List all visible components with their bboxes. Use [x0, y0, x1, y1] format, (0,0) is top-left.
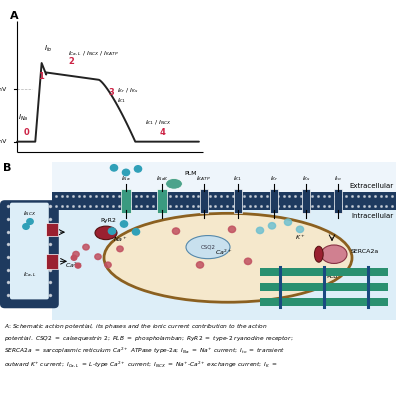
Text: $Ca^{2+}$: $Ca^{2+}$ [65, 260, 83, 270]
Bar [260, 268, 388, 276]
Bar [234, 189, 242, 213]
Bar [260, 283, 388, 291]
Text: $I_{Kr}$ / $I_{Ks}$: $I_{Kr}$ / $I_{Ks}$ [117, 86, 139, 95]
Ellipse shape [321, 245, 347, 264]
Circle shape [284, 219, 292, 226]
Circle shape [23, 224, 29, 229]
Text: $I_{Ca,L}$ / $I_{NCX}$ / $I_{KATP}$: $I_{Ca,L}$ / $I_{NCX}$ / $I_{KATP}$ [68, 50, 119, 58]
Text: $I_{Na}$: $I_{Na}$ [18, 113, 28, 123]
Text: $I_{K1}$: $I_{K1}$ [117, 96, 126, 106]
Bar [260, 298, 388, 306]
Bar [302, 189, 310, 213]
Text: A: A [10, 11, 18, 21]
Bar [121, 189, 131, 213]
Bar [46, 254, 58, 269]
Bar [52, 192, 396, 210]
Circle shape [268, 222, 276, 229]
Ellipse shape [104, 213, 352, 302]
Ellipse shape [95, 226, 117, 240]
Text: $I_{to}$: $I_{to}$ [334, 174, 342, 184]
Text: 2: 2 [69, 57, 74, 66]
Circle shape [172, 228, 180, 234]
Text: $I_{KATP}$: $I_{KATP}$ [196, 174, 212, 184]
Circle shape [110, 165, 118, 171]
Circle shape [228, 226, 236, 232]
Text: SERCA2a: SERCA2a [351, 249, 379, 254]
Circle shape [73, 251, 79, 257]
Text: Intracellular: Intracellular [352, 213, 394, 219]
Text: $I_{K1}$: $I_{K1}$ [234, 174, 242, 184]
Ellipse shape [314, 246, 323, 262]
Circle shape [108, 228, 116, 234]
Text: Extracellular: Extracellular [350, 183, 394, 189]
Bar [270, 189, 278, 213]
FancyBboxPatch shape [10, 203, 49, 299]
Text: 0: 0 [23, 128, 29, 138]
Text: $I_{to}$: $I_{to}$ [44, 44, 53, 54]
Circle shape [244, 258, 252, 264]
Text: $I_{Kr}$: $I_{Kr}$ [270, 174, 278, 184]
Circle shape [296, 226, 304, 232]
Text: $I_{Ks}$: $I_{Ks}$ [302, 174, 310, 184]
Text: PLM: PLM [184, 171, 196, 176]
Text: $Na^+$: $Na^+$ [112, 235, 128, 244]
Circle shape [120, 221, 128, 227]
Text: $Ca^{2+}$: $Ca^{2+}$ [215, 248, 233, 257]
Circle shape [134, 166, 142, 172]
Text: PLB: PLB [326, 274, 338, 279]
Text: 3: 3 [109, 88, 114, 97]
Ellipse shape [166, 178, 182, 189]
Text: $I_{NCX}$: $I_{NCX}$ [23, 209, 37, 218]
Text: 0 mV: 0 mV [0, 87, 6, 92]
Text: B: B [3, 163, 12, 173]
Text: 4: 4 [160, 128, 166, 138]
Text: Myofilaments: Myofilaments [305, 286, 347, 291]
Text: $I_{Na}$: $I_{Na}$ [121, 174, 131, 184]
Text: $I_{Ca,L}$: $I_{Ca,L}$ [23, 271, 37, 280]
Circle shape [256, 227, 264, 234]
Text: 1: 1 [38, 72, 44, 81]
Circle shape [95, 254, 101, 260]
Circle shape [132, 229, 140, 235]
FancyBboxPatch shape [52, 210, 396, 320]
Circle shape [75, 263, 81, 268]
Ellipse shape [186, 236, 230, 259]
Circle shape [105, 262, 111, 268]
Text: CSQ2: CSQ2 [200, 245, 216, 250]
Bar [52, 162, 396, 192]
Circle shape [27, 219, 33, 224]
Circle shape [83, 244, 89, 250]
Bar [200, 189, 208, 213]
Circle shape [122, 169, 130, 176]
Text: -80 mV: -80 mV [0, 139, 6, 144]
Text: $I_{K1}$ / $I_{NCX}$: $I_{K1}$ / $I_{NCX}$ [146, 118, 172, 127]
FancyBboxPatch shape [0, 200, 59, 308]
Text: RyR2: RyR2 [100, 218, 116, 223]
Circle shape [117, 246, 123, 252]
Text: $\it{A}$: $\it{Schematic\ action\ potential,\ its\ phases\ and\ the\ ionic\ curr: $\it{A}$: $\it{Schematic\ action\ potent… [4, 322, 293, 370]
Bar [334, 189, 342, 213]
Bar [46, 223, 58, 236]
Bar [157, 189, 167, 213]
Circle shape [71, 255, 77, 260]
Text: $I_{NaK}$: $I_{NaK}$ [156, 174, 168, 184]
Text: $K^+$: $K^+$ [295, 233, 305, 242]
Circle shape [196, 262, 204, 268]
